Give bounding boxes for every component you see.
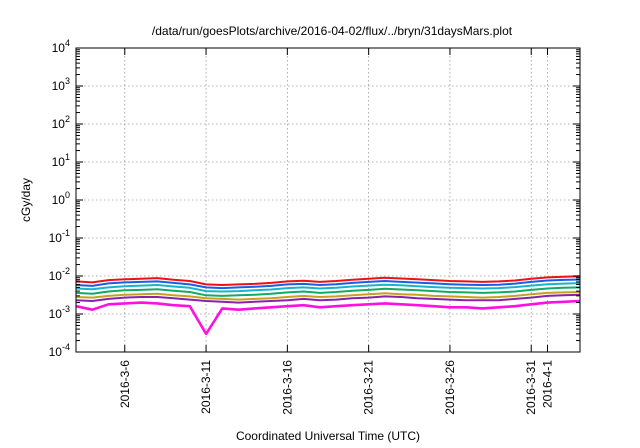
x-axis-label: Coordinated Universal Time (UTC) bbox=[236, 429, 420, 443]
x-tick-label: 2016-3-16 bbox=[280, 360, 294, 415]
ticks: 10-4 10-3 10-2 10-1 100 101 102 103 104 2016-3-6 2… bbox=[49, 38, 580, 415]
y-tick-label: 100 bbox=[52, 190, 70, 207]
x-tick-label: 2016-3-11 bbox=[199, 360, 213, 414]
series-line bbox=[75, 282, 581, 293]
series-line bbox=[75, 293, 581, 304]
y-tick-label: 10-3 bbox=[49, 304, 70, 321]
y-tick-label: 10-2 bbox=[49, 266, 70, 283]
y-tick-label: 103 bbox=[52, 76, 70, 93]
grid bbox=[76, 48, 580, 352]
x-tick-label: 2016-3-26 bbox=[443, 360, 457, 415]
y-tick-label: 101 bbox=[52, 152, 70, 169]
y-tick-label: 10-4 bbox=[49, 342, 70, 359]
series-line bbox=[75, 299, 581, 336]
y-tick-label: 104 bbox=[52, 38, 70, 55]
x-tick-label: 2016-4-1 bbox=[540, 360, 554, 408]
x-tick-label: 2016-3-21 bbox=[362, 360, 376, 415]
y-axis-label: cGy/day bbox=[19, 178, 33, 222]
x-tick-label: 2016-3-31 bbox=[524, 360, 538, 415]
series-line bbox=[75, 286, 581, 297]
y-tick-label: 10-1 bbox=[49, 228, 70, 245]
chart-title: /data/run/goesPlots/archive/2016-04-02/f… bbox=[152, 24, 513, 38]
series-layer bbox=[75, 275, 581, 336]
series-line bbox=[75, 291, 581, 301]
series-line bbox=[75, 275, 581, 286]
x-tick-label: 2016-3-6 bbox=[118, 360, 132, 408]
y-tick-label: 102 bbox=[52, 114, 70, 131]
series-line bbox=[75, 278, 581, 290]
